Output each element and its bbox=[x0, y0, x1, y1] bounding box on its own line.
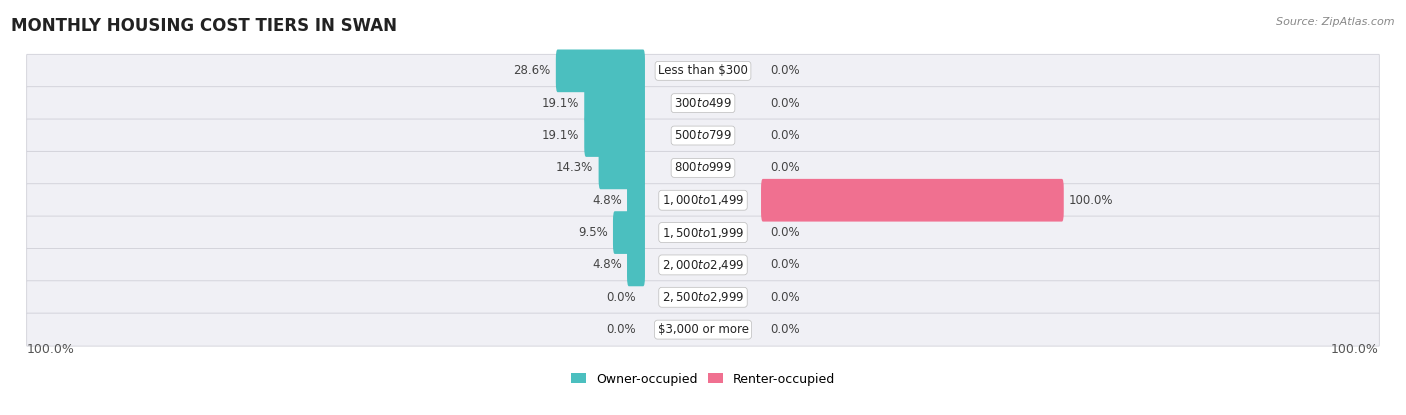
Text: 4.8%: 4.8% bbox=[592, 259, 621, 271]
Text: $1,000 to $1,499: $1,000 to $1,499 bbox=[662, 193, 744, 207]
Text: $300 to $499: $300 to $499 bbox=[673, 97, 733, 110]
Text: 100.0%: 100.0% bbox=[1069, 194, 1114, 207]
Text: 0.0%: 0.0% bbox=[770, 226, 800, 239]
Text: Less than $300: Less than $300 bbox=[658, 64, 748, 77]
Text: 100.0%: 100.0% bbox=[1331, 343, 1379, 356]
Text: $800 to $999: $800 to $999 bbox=[673, 161, 733, 174]
Text: $2,500 to $2,999: $2,500 to $2,999 bbox=[662, 290, 744, 304]
Text: 4.8%: 4.8% bbox=[592, 194, 621, 207]
Text: 0.0%: 0.0% bbox=[770, 291, 800, 304]
FancyBboxPatch shape bbox=[27, 249, 1379, 281]
FancyBboxPatch shape bbox=[627, 179, 645, 222]
FancyBboxPatch shape bbox=[27, 119, 1379, 152]
FancyBboxPatch shape bbox=[761, 179, 1064, 222]
FancyBboxPatch shape bbox=[27, 87, 1379, 120]
Text: Source: ZipAtlas.com: Source: ZipAtlas.com bbox=[1277, 17, 1395, 27]
FancyBboxPatch shape bbox=[27, 281, 1379, 314]
FancyBboxPatch shape bbox=[613, 211, 645, 254]
Text: 28.6%: 28.6% bbox=[513, 64, 550, 77]
Text: 0.0%: 0.0% bbox=[770, 97, 800, 110]
Text: $1,500 to $1,999: $1,500 to $1,999 bbox=[662, 226, 744, 239]
Text: 0.0%: 0.0% bbox=[770, 129, 800, 142]
Text: 0.0%: 0.0% bbox=[770, 323, 800, 336]
FancyBboxPatch shape bbox=[27, 151, 1379, 184]
Text: 9.5%: 9.5% bbox=[578, 226, 607, 239]
FancyBboxPatch shape bbox=[585, 114, 645, 157]
Text: 14.3%: 14.3% bbox=[555, 161, 593, 174]
FancyBboxPatch shape bbox=[27, 216, 1379, 249]
FancyBboxPatch shape bbox=[27, 184, 1379, 217]
Legend: Owner-occupied, Renter-occupied: Owner-occupied, Renter-occupied bbox=[571, 373, 835, 386]
FancyBboxPatch shape bbox=[627, 244, 645, 286]
Text: 0.0%: 0.0% bbox=[606, 323, 636, 336]
Text: 100.0%: 100.0% bbox=[27, 343, 75, 356]
Text: $500 to $799: $500 to $799 bbox=[673, 129, 733, 142]
Text: 0.0%: 0.0% bbox=[606, 291, 636, 304]
Text: 0.0%: 0.0% bbox=[770, 64, 800, 77]
Text: MONTHLY HOUSING COST TIERS IN SWAN: MONTHLY HOUSING COST TIERS IN SWAN bbox=[11, 17, 398, 34]
Text: 19.1%: 19.1% bbox=[541, 129, 579, 142]
FancyBboxPatch shape bbox=[27, 54, 1379, 87]
FancyBboxPatch shape bbox=[555, 49, 645, 92]
Text: 19.1%: 19.1% bbox=[541, 97, 579, 110]
Text: 0.0%: 0.0% bbox=[770, 161, 800, 174]
FancyBboxPatch shape bbox=[27, 313, 1379, 346]
FancyBboxPatch shape bbox=[599, 146, 645, 189]
Text: $3,000 or more: $3,000 or more bbox=[658, 323, 748, 336]
Text: $2,000 to $2,499: $2,000 to $2,499 bbox=[662, 258, 744, 272]
Text: 0.0%: 0.0% bbox=[770, 259, 800, 271]
FancyBboxPatch shape bbox=[585, 82, 645, 124]
